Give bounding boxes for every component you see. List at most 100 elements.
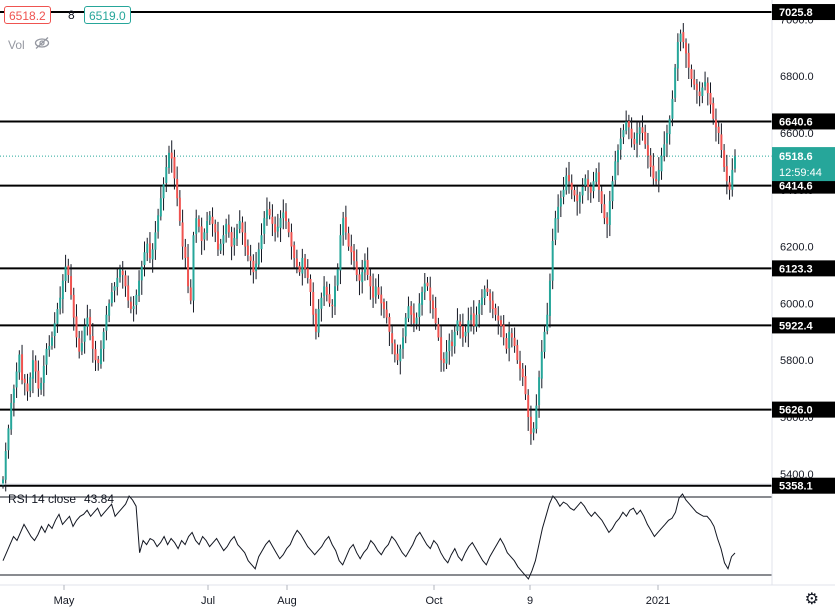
candle-body — [121, 270, 124, 275]
candle-body — [374, 286, 377, 297]
candle-body — [499, 320, 502, 327]
candle-body — [701, 87, 704, 97]
candle-body — [559, 198, 562, 207]
hide-eye-icon[interactable] — [34, 36, 50, 50]
candle-body — [344, 217, 347, 233]
candle-body — [388, 317, 391, 332]
candle-body — [538, 377, 541, 406]
candle-body — [309, 278, 312, 293]
candle-body — [86, 317, 89, 327]
level-badge-label: 5922.4 — [779, 320, 814, 332]
candle-body — [12, 388, 15, 403]
candle-body — [565, 175, 568, 191]
candle-body — [80, 343, 83, 352]
candle-body — [380, 294, 383, 304]
candle-body — [23, 378, 26, 383]
candle-body — [105, 314, 108, 331]
candle-body — [268, 209, 271, 216]
time-tick-label: Oct — [425, 595, 442, 607]
candle-body — [548, 280, 551, 316]
candle-body — [483, 289, 486, 298]
candle-body — [682, 32, 685, 43]
candle-body — [34, 360, 37, 372]
candle-body — [720, 134, 723, 151]
support-resistance-levels — [0, 11, 772, 487]
candle-body — [116, 277, 119, 287]
candle-body — [442, 358, 445, 364]
candle-body — [189, 287, 192, 301]
candle-body — [110, 292, 113, 304]
candle-body — [214, 224, 217, 233]
level-badge — [772, 260, 835, 277]
candle-body — [728, 182, 731, 190]
candle-body — [353, 250, 356, 261]
candle-body — [366, 259, 369, 275]
candle-body — [472, 313, 475, 327]
candle-body — [570, 182, 573, 190]
candle-body — [636, 132, 639, 144]
candle-body — [89, 317, 92, 335]
candle-body — [154, 232, 157, 250]
candle-body — [317, 309, 320, 333]
candle-body — [704, 81, 707, 87]
candle-body — [306, 268, 309, 278]
candle-body — [529, 416, 532, 435]
candle-body — [491, 300, 494, 310]
rsi-line — [2, 493, 736, 580]
candle-body — [589, 186, 592, 193]
candle-body — [67, 265, 70, 275]
sell-price-badge[interactable]: 6518.2 — [4, 6, 51, 24]
candle-body — [203, 232, 206, 240]
candlesticks — [2, 23, 736, 492]
candle-body — [399, 348, 402, 362]
candle-body — [176, 178, 179, 199]
candle-body — [200, 226, 203, 241]
candle-body — [37, 370, 40, 389]
candle-body — [132, 306, 135, 310]
candle-body — [50, 337, 53, 346]
candle-body — [238, 221, 241, 229]
time-tick-label: Aug — [277, 595, 297, 607]
candle-body — [83, 326, 86, 342]
candle-body — [714, 119, 717, 128]
candle-body — [464, 331, 467, 337]
candle-body — [494, 307, 497, 315]
candle-body — [45, 348, 48, 365]
level-badge — [772, 401, 835, 418]
candle-body — [382, 301, 385, 310]
candle-body — [668, 118, 671, 135]
candle-body — [535, 405, 538, 429]
candle-body — [456, 320, 459, 331]
candle-body — [557, 206, 560, 220]
candle-body — [693, 79, 696, 85]
candle-body — [78, 338, 81, 352]
buy-price-badge[interactable]: 6519.0 — [84, 6, 131, 24]
candle-body — [690, 69, 693, 80]
candle-body — [184, 246, 187, 258]
candle-body — [102, 331, 105, 349]
candle-body — [554, 218, 557, 240]
candle-body — [402, 337, 405, 349]
candle-body — [429, 287, 432, 301]
volume-label: Vol — [8, 38, 25, 52]
candle-body — [377, 287, 380, 295]
settings-gear-icon[interactable]: ⚙ — [804, 591, 819, 608]
candle-body — [597, 172, 600, 190]
candle-body — [404, 317, 407, 337]
candle-body — [587, 179, 590, 187]
candle-body — [603, 204, 606, 219]
candle-body — [148, 243, 151, 258]
candle-body — [717, 126, 720, 133]
candle-body — [342, 218, 345, 236]
candle-body — [271, 216, 274, 224]
candle-body — [53, 323, 56, 337]
level-badge-label: 6640.6 — [779, 116, 813, 128]
candle-body — [475, 314, 478, 327]
candle-body — [146, 243, 149, 253]
candle-body — [197, 219, 200, 227]
candle-body — [361, 272, 364, 283]
time-tick-label: May — [54, 595, 75, 607]
candle-body — [260, 235, 263, 250]
